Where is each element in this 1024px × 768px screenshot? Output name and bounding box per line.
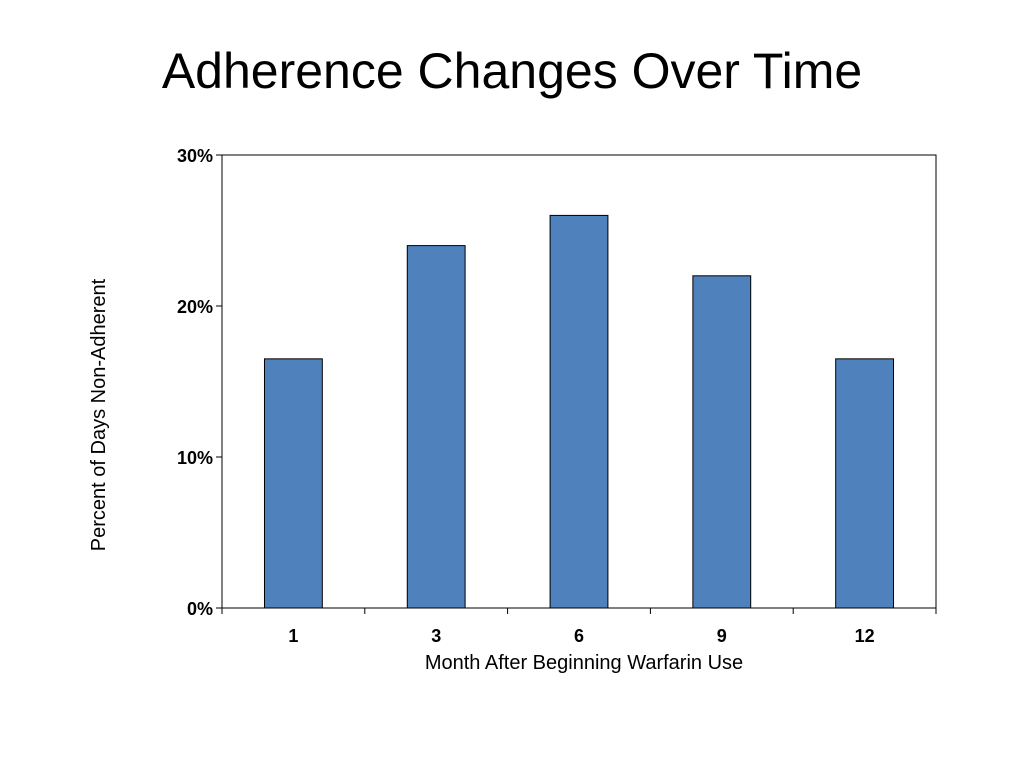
y-tick-label: 10% bbox=[177, 448, 213, 468]
y-tick-label: 20% bbox=[177, 297, 213, 317]
bar-month-12 bbox=[835, 358, 895, 609]
bar-month-1 bbox=[263, 358, 323, 609]
x-tick-label: 3 bbox=[431, 626, 441, 646]
y-tick-label: 0% bbox=[187, 599, 213, 619]
axes-layer bbox=[216, 154, 937, 614]
x-tick-label: 1 bbox=[288, 626, 298, 646]
bar-month-9 bbox=[692, 275, 752, 609]
bars-layer bbox=[263, 214, 895, 609]
y-axis-title: Percent of Days Non-Adherent bbox=[88, 278, 110, 551]
slide-title: Adherence Changes Over Time bbox=[161, 43, 863, 99]
x-tick-label: 12 bbox=[855, 626, 875, 646]
labels-layer: 0% 10% 20% 30% 1 3 6 9 12 bbox=[177, 146, 875, 646]
y-tick-label: 30% bbox=[177, 146, 213, 166]
x-axis-title: Month After Beginning Warfarin Use bbox=[425, 652, 743, 674]
bar-month-3 bbox=[406, 245, 466, 609]
bar-month-6 bbox=[549, 214, 609, 609]
x-tick-label: 6 bbox=[574, 626, 584, 646]
x-tick-label: 9 bbox=[717, 626, 727, 646]
